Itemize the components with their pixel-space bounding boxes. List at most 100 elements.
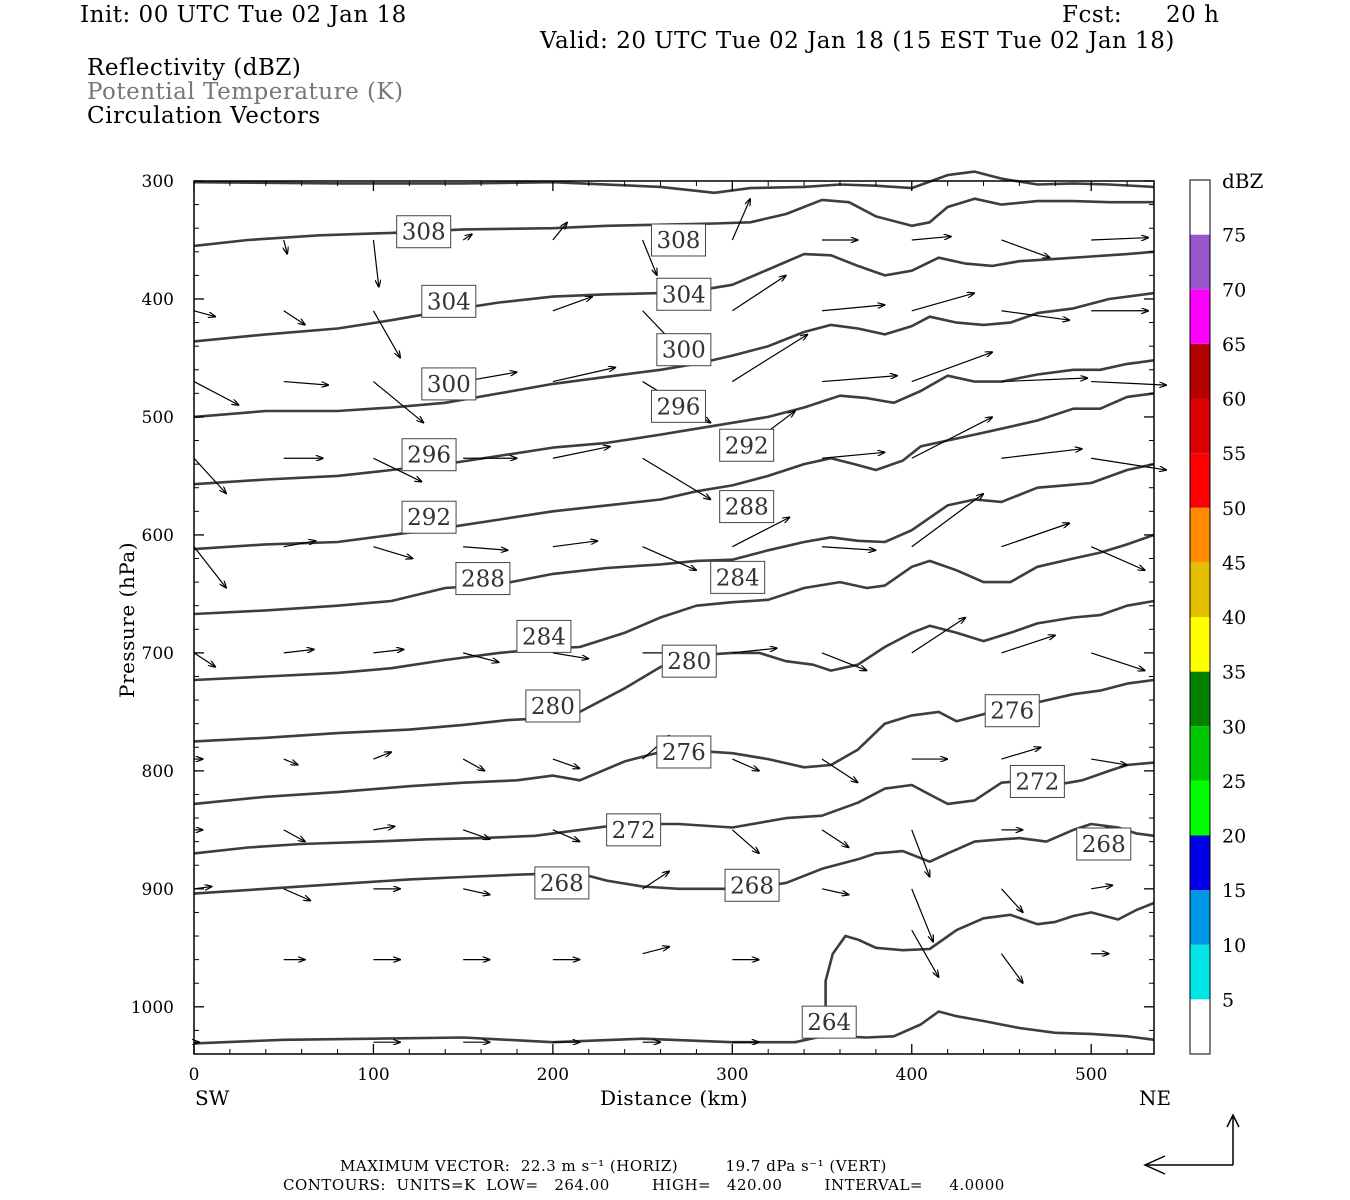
circulation-vector (552, 541, 598, 548)
y-tick-label: 1000 (131, 998, 174, 1018)
circulation-vector (732, 517, 789, 548)
contour-label-box (656, 277, 712, 311)
circulation-vector (283, 541, 316, 548)
colorbar-swatch (1190, 726, 1210, 781)
y-tick-label: 500 (142, 408, 174, 428)
circulation-vector (911, 618, 966, 654)
colorbar-level-label: 10 (1222, 935, 1246, 957)
circulation-vector (372, 310, 400, 358)
contour-label-box (421, 284, 477, 318)
colorbar-swatch (1190, 507, 1210, 563)
circulation-vector (552, 758, 580, 768)
maximum-vector-note: MAXIMUM VECTOR: 22.3 m s⁻¹ (HORIZ) 19.7 … (340, 1157, 887, 1175)
circulation-vector (911, 494, 984, 548)
contour-label-box (710, 560, 766, 594)
circulation-vector (1091, 758, 1127, 765)
y-axis: 300 400 500 600 700 800 900 1000 (131, 172, 1154, 1031)
isentrope-line (193, 1010, 1155, 1045)
circulation-vector (373, 826, 395, 830)
circulation-vector (642, 457, 711, 499)
contour-label: 300 (662, 338, 706, 364)
colorbar-swatch (1190, 835, 1210, 891)
contour-label: 288 (461, 567, 505, 593)
circulation-vector (1001, 888, 1023, 913)
circulation-vector (462, 234, 472, 240)
x-tick-label: 0 (189, 1065, 200, 1085)
contour-label-box (534, 866, 590, 900)
contour-label: 296 (657, 394, 701, 420)
forecast-hour: 20 h (1166, 2, 1220, 28)
circulation-vector (1091, 457, 1166, 470)
circulation-vector (1090, 546, 1145, 571)
contour-label: 308 (402, 220, 446, 246)
contour-label: 296 (407, 443, 451, 469)
contour-label-box (719, 428, 775, 462)
circulation-vector (642, 239, 657, 275)
y-tick-label: 700 (142, 644, 174, 664)
colorbar-title: dBZ (1222, 169, 1264, 193)
circulation-vector (731, 199, 750, 241)
x-tick-label: 300 (716, 1065, 748, 1085)
field-reflectivity: Reflectivity (dBZ) (87, 55, 302, 81)
circulation-vector (552, 297, 592, 312)
plot-frame (193, 180, 1155, 1055)
circulation-vector (642, 947, 670, 955)
contour-label: 292 (725, 433, 769, 459)
init-time: Init: 00 UTC Tue 02 Jan 18 (80, 2, 407, 28)
colorbar-level-label: 45 (1222, 552, 1246, 574)
colorbar-level-label: 60 (1222, 389, 1246, 411)
colorbar-level-label: 50 (1222, 498, 1246, 520)
colorbar-level-label: 5 (1222, 989, 1234, 1011)
circulation-vector (283, 758, 298, 765)
contour-label-box (525, 689, 581, 723)
contour-label-box (401, 500, 457, 534)
contour-label: 276 (990, 699, 1034, 725)
circulation-vector (373, 752, 391, 760)
contour-label-box (455, 562, 511, 596)
circulation-vector (821, 652, 867, 671)
circulation-vector (283, 310, 306, 325)
circulation-vector (1001, 635, 1055, 654)
contour-label-box (656, 735, 712, 769)
colorbar-swatch (1190, 180, 1210, 235)
circulation-vector (552, 222, 567, 241)
circulation-vector (463, 652, 499, 662)
y-tick-label: 400 (142, 290, 174, 310)
colorbar-swatch (1190, 562, 1210, 617)
circulation-vector (373, 457, 421, 482)
circulation-vector (1000, 953, 1023, 983)
contour-label-box (1076, 827, 1132, 861)
contour-label: 292 (407, 505, 451, 531)
circulation-vector (821, 376, 897, 383)
field-circulation-vectors: Circulation Vectors (87, 103, 321, 129)
colorbar-swatch (1190, 453, 1210, 508)
circulation-vector (462, 758, 485, 771)
circulation-vector (732, 758, 759, 771)
y-tick-label: 600 (142, 526, 174, 546)
circulation-vector (193, 381, 239, 406)
contour-label-box (516, 619, 572, 653)
circulation-vector (283, 380, 329, 386)
valid-time: Valid: 20 UTC Tue 02 Jan 18 (15 EST Tue … (540, 28, 1175, 54)
colorbar-level-label: 35 (1222, 662, 1246, 684)
circulation-vector (821, 305, 885, 312)
circulation-vector (193, 457, 226, 493)
colorbar-swatch (1190, 343, 1210, 399)
colorbar-swatch (1190, 289, 1210, 344)
contour-label: 272 (1015, 769, 1059, 795)
circulation-vector (373, 649, 404, 654)
colorbar-level-label: 20 (1222, 826, 1246, 848)
colorbar-level-label: 15 (1222, 880, 1246, 902)
circulation-vector (821, 829, 849, 848)
contour-label: 280 (531, 694, 575, 720)
isentrope-line (193, 462, 1155, 616)
contour-label: 268 (1082, 832, 1126, 858)
contour-label: 268 (730, 873, 774, 899)
circulation-vector (552, 652, 589, 659)
colorbar-level-label: 75 (1222, 225, 1246, 247)
circulation-vector (911, 236, 951, 241)
circulation-vector (462, 829, 490, 839)
right-endpoint-label: NE (1139, 1086, 1171, 1110)
circulation-vector (911, 417, 993, 459)
circulation-vector (193, 652, 216, 667)
